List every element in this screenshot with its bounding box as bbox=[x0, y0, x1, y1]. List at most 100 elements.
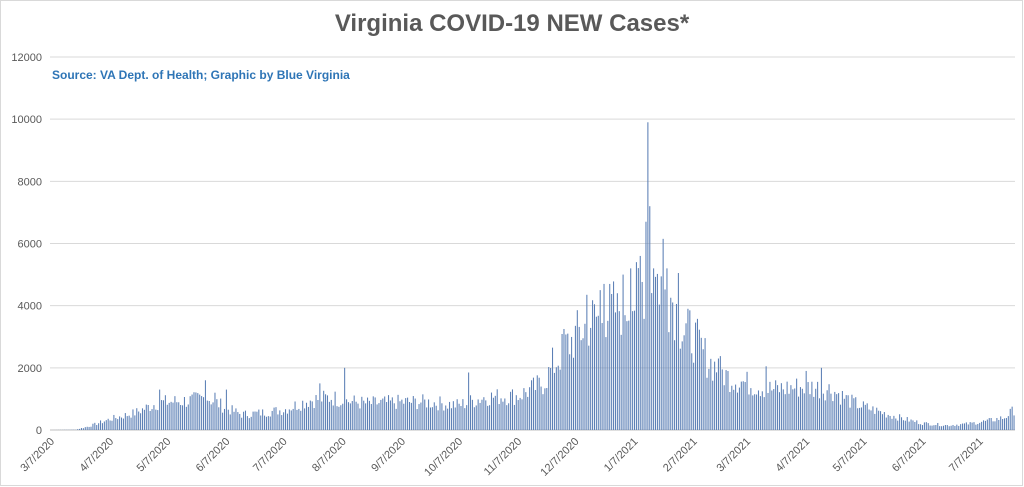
bar bbox=[653, 268, 655, 430]
bar bbox=[855, 397, 857, 430]
bar bbox=[143, 409, 145, 430]
bar bbox=[868, 409, 870, 430]
bar bbox=[458, 403, 460, 430]
bar bbox=[302, 400, 304, 430]
bar bbox=[881, 414, 883, 430]
bar bbox=[418, 404, 420, 430]
bar bbox=[605, 337, 607, 430]
bar bbox=[536, 375, 538, 430]
bar bbox=[410, 402, 412, 430]
bar bbox=[182, 405, 184, 430]
bar bbox=[763, 397, 765, 430]
bar bbox=[878, 410, 880, 430]
bar bbox=[553, 372, 555, 430]
bar bbox=[912, 420, 914, 430]
bar bbox=[859, 407, 861, 430]
bar bbox=[681, 341, 683, 430]
bar bbox=[424, 399, 426, 430]
x-tick-label: 6/7/2020 bbox=[194, 436, 233, 475]
bar bbox=[283, 412, 285, 430]
bar bbox=[256, 411, 258, 430]
bar bbox=[208, 400, 210, 430]
bar bbox=[382, 398, 384, 430]
bar bbox=[420, 402, 422, 430]
bar bbox=[826, 390, 828, 430]
bar bbox=[929, 425, 931, 430]
y-tick-label: 2000 bbox=[18, 363, 42, 375]
bar bbox=[880, 411, 882, 430]
bar bbox=[733, 389, 735, 430]
bar bbox=[649, 206, 651, 430]
bar bbox=[494, 395, 496, 430]
bar bbox=[233, 411, 235, 430]
bar bbox=[817, 381, 819, 430]
bar bbox=[84, 427, 86, 430]
bar bbox=[92, 423, 94, 430]
bar bbox=[1002, 419, 1004, 430]
bar bbox=[517, 400, 519, 430]
bar bbox=[910, 419, 912, 430]
bar bbox=[155, 409, 157, 430]
bar bbox=[923, 422, 925, 430]
bar bbox=[180, 404, 182, 430]
bar bbox=[269, 416, 271, 430]
bar bbox=[193, 392, 195, 430]
bar bbox=[559, 369, 561, 430]
bar bbox=[626, 321, 628, 430]
y-tick-label: 12000 bbox=[11, 52, 42, 64]
bar bbox=[246, 416, 248, 430]
bar bbox=[784, 394, 786, 430]
bar bbox=[222, 412, 224, 430]
bar bbox=[939, 426, 941, 430]
bar bbox=[443, 410, 445, 430]
bar bbox=[872, 406, 874, 430]
bar bbox=[531, 380, 533, 430]
bar bbox=[660, 276, 662, 430]
bar bbox=[370, 404, 372, 430]
bar bbox=[94, 422, 96, 430]
bar bbox=[414, 398, 416, 430]
bar bbox=[468, 372, 470, 430]
bar bbox=[662, 238, 664, 430]
bar bbox=[920, 424, 922, 430]
bar bbox=[477, 399, 479, 430]
bar bbox=[588, 345, 590, 430]
bar bbox=[525, 392, 527, 430]
bar bbox=[170, 401, 172, 430]
bar bbox=[950, 425, 952, 430]
bar bbox=[380, 399, 382, 430]
bar bbox=[706, 377, 708, 430]
bar bbox=[347, 402, 349, 430]
bar bbox=[736, 392, 739, 430]
bar bbox=[532, 377, 534, 430]
bar bbox=[159, 389, 161, 430]
bar bbox=[336, 406, 338, 430]
bar bbox=[323, 390, 325, 430]
bar bbox=[387, 395, 390, 430]
bar bbox=[902, 420, 904, 430]
bar bbox=[782, 389, 784, 430]
bar bbox=[778, 392, 780, 430]
bar bbox=[874, 413, 876, 430]
bar bbox=[325, 394, 327, 430]
bar bbox=[771, 390, 773, 430]
bar bbox=[307, 406, 309, 430]
bar bbox=[830, 393, 832, 430]
bar bbox=[992, 421, 994, 430]
bar bbox=[775, 380, 777, 430]
bar bbox=[275, 407, 277, 430]
x-tick-label: 7/7/2021 bbox=[947, 436, 986, 475]
bar bbox=[540, 386, 542, 430]
bar bbox=[332, 405, 334, 430]
bar bbox=[572, 357, 575, 430]
bar bbox=[109, 420, 111, 430]
bar bbox=[630, 268, 632, 430]
bar bbox=[933, 425, 935, 430]
bar bbox=[422, 394, 424, 430]
bar bbox=[412, 396, 414, 430]
bar bbox=[395, 408, 397, 430]
y-tick-label: 0 bbox=[36, 425, 42, 437]
bar bbox=[883, 412, 885, 430]
bar bbox=[466, 405, 468, 430]
bar bbox=[908, 421, 910, 430]
